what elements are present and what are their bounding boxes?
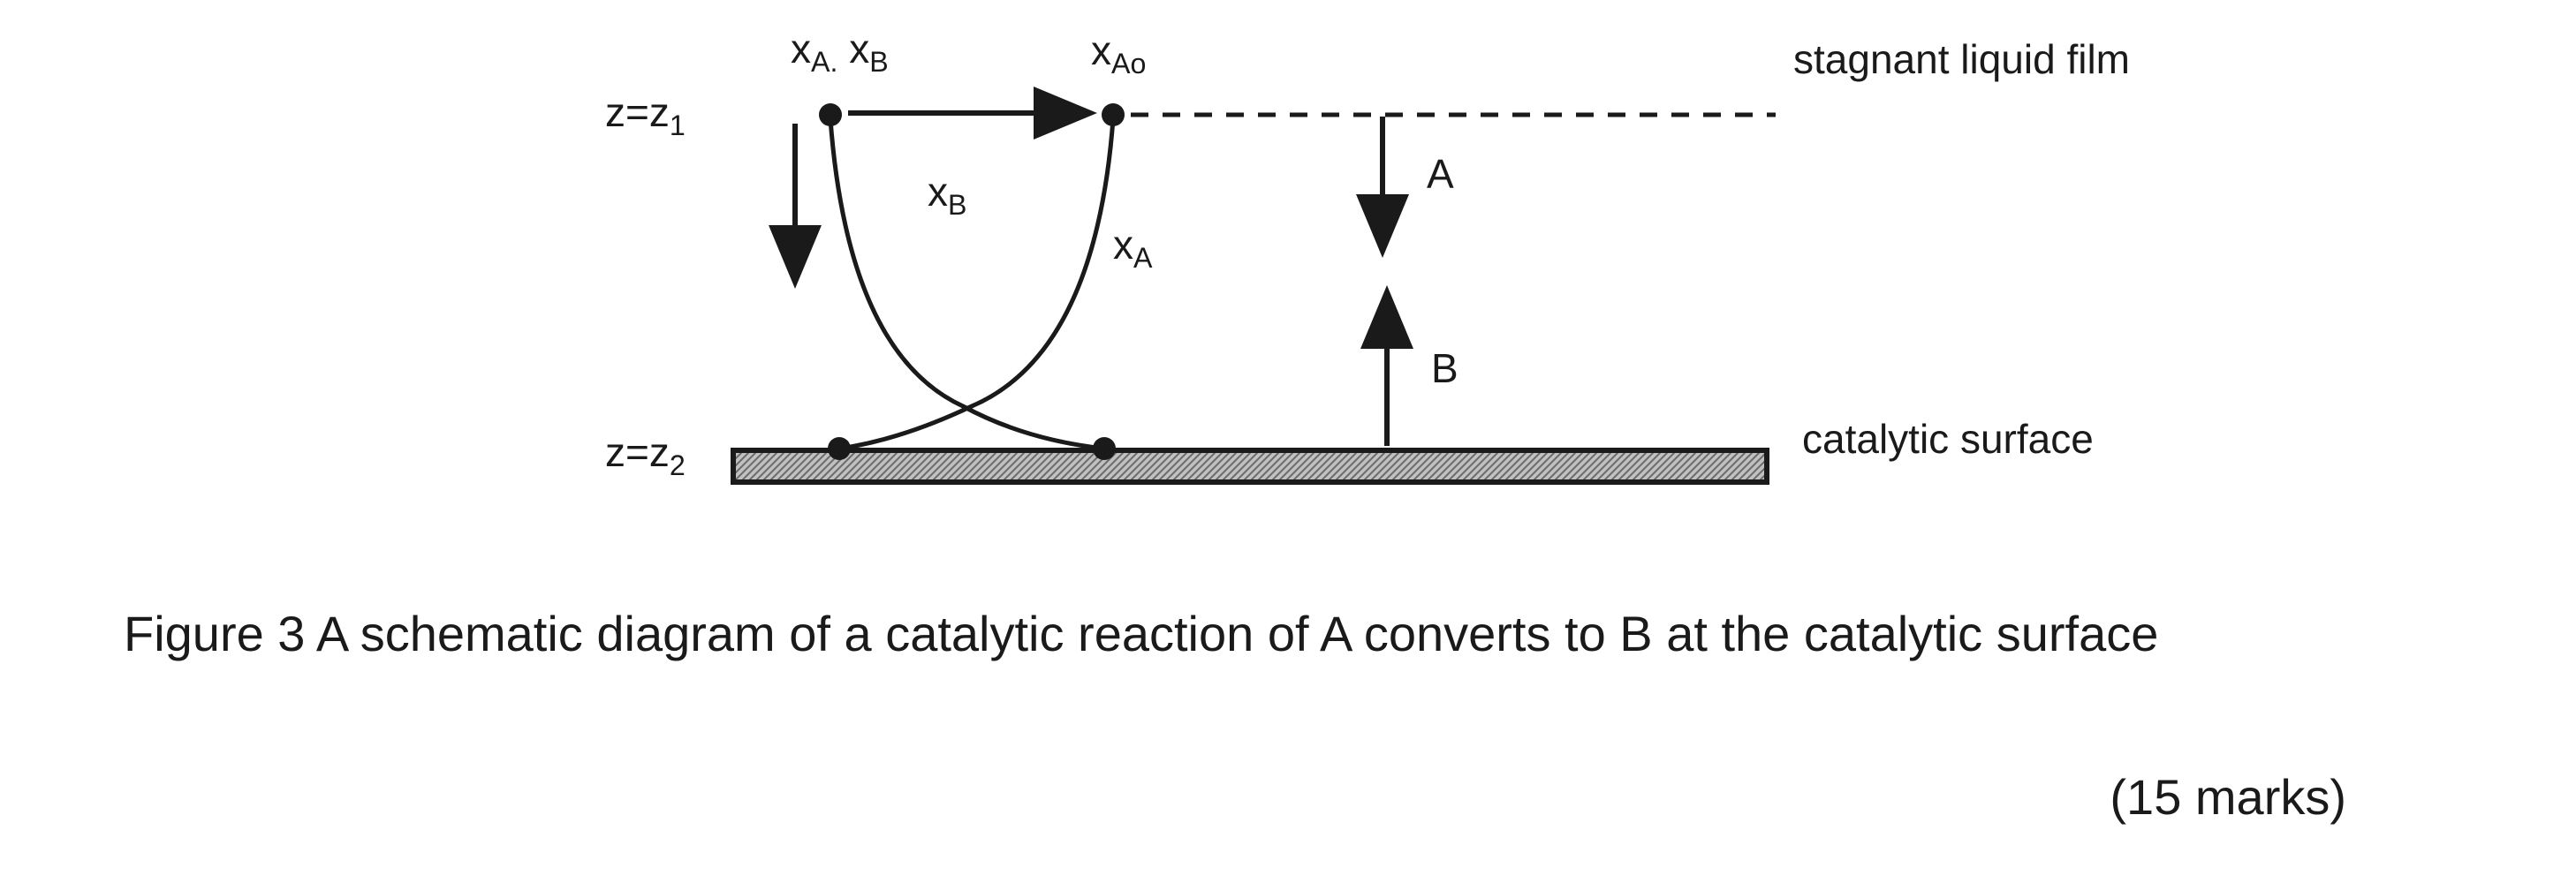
marks-label: (15 marks) <box>2110 768 2346 826</box>
label-xa-xb-top: xA. xB <box>791 25 889 79</box>
label-xa0: xAo <box>1091 26 1146 80</box>
catalytic-surface-bar <box>733 450 1767 482</box>
dot-bottom-right <box>1093 437 1116 460</box>
dot-top-left <box>819 103 842 126</box>
dot-top-right <box>1102 103 1125 126</box>
xb-profile-curve <box>830 119 1104 449</box>
label-z-z1: z=z1 <box>605 88 686 142</box>
diagram-container: xA. xB xAo z=z1 z=z2 xB xA A B stagnant … <box>0 0 2576 883</box>
label-z-z2: z=z2 <box>605 428 686 482</box>
label-species-b: B <box>1431 344 1458 392</box>
dot-bottom-left <box>828 437 851 460</box>
label-xb-mid: xB <box>928 168 966 222</box>
label-species-a: A <box>1427 150 1454 198</box>
xa-profile-curve <box>839 119 1113 449</box>
label-xa-mid: xA <box>1113 221 1152 275</box>
figure-caption: Figure 3 A schematic diagram of a cataly… <box>124 600 2452 668</box>
diagram-svg <box>0 0 2576 883</box>
label-stagnant-film: stagnant liquid film <box>1793 35 2130 83</box>
label-catalytic-surface: catalytic surface <box>1802 415 2094 463</box>
